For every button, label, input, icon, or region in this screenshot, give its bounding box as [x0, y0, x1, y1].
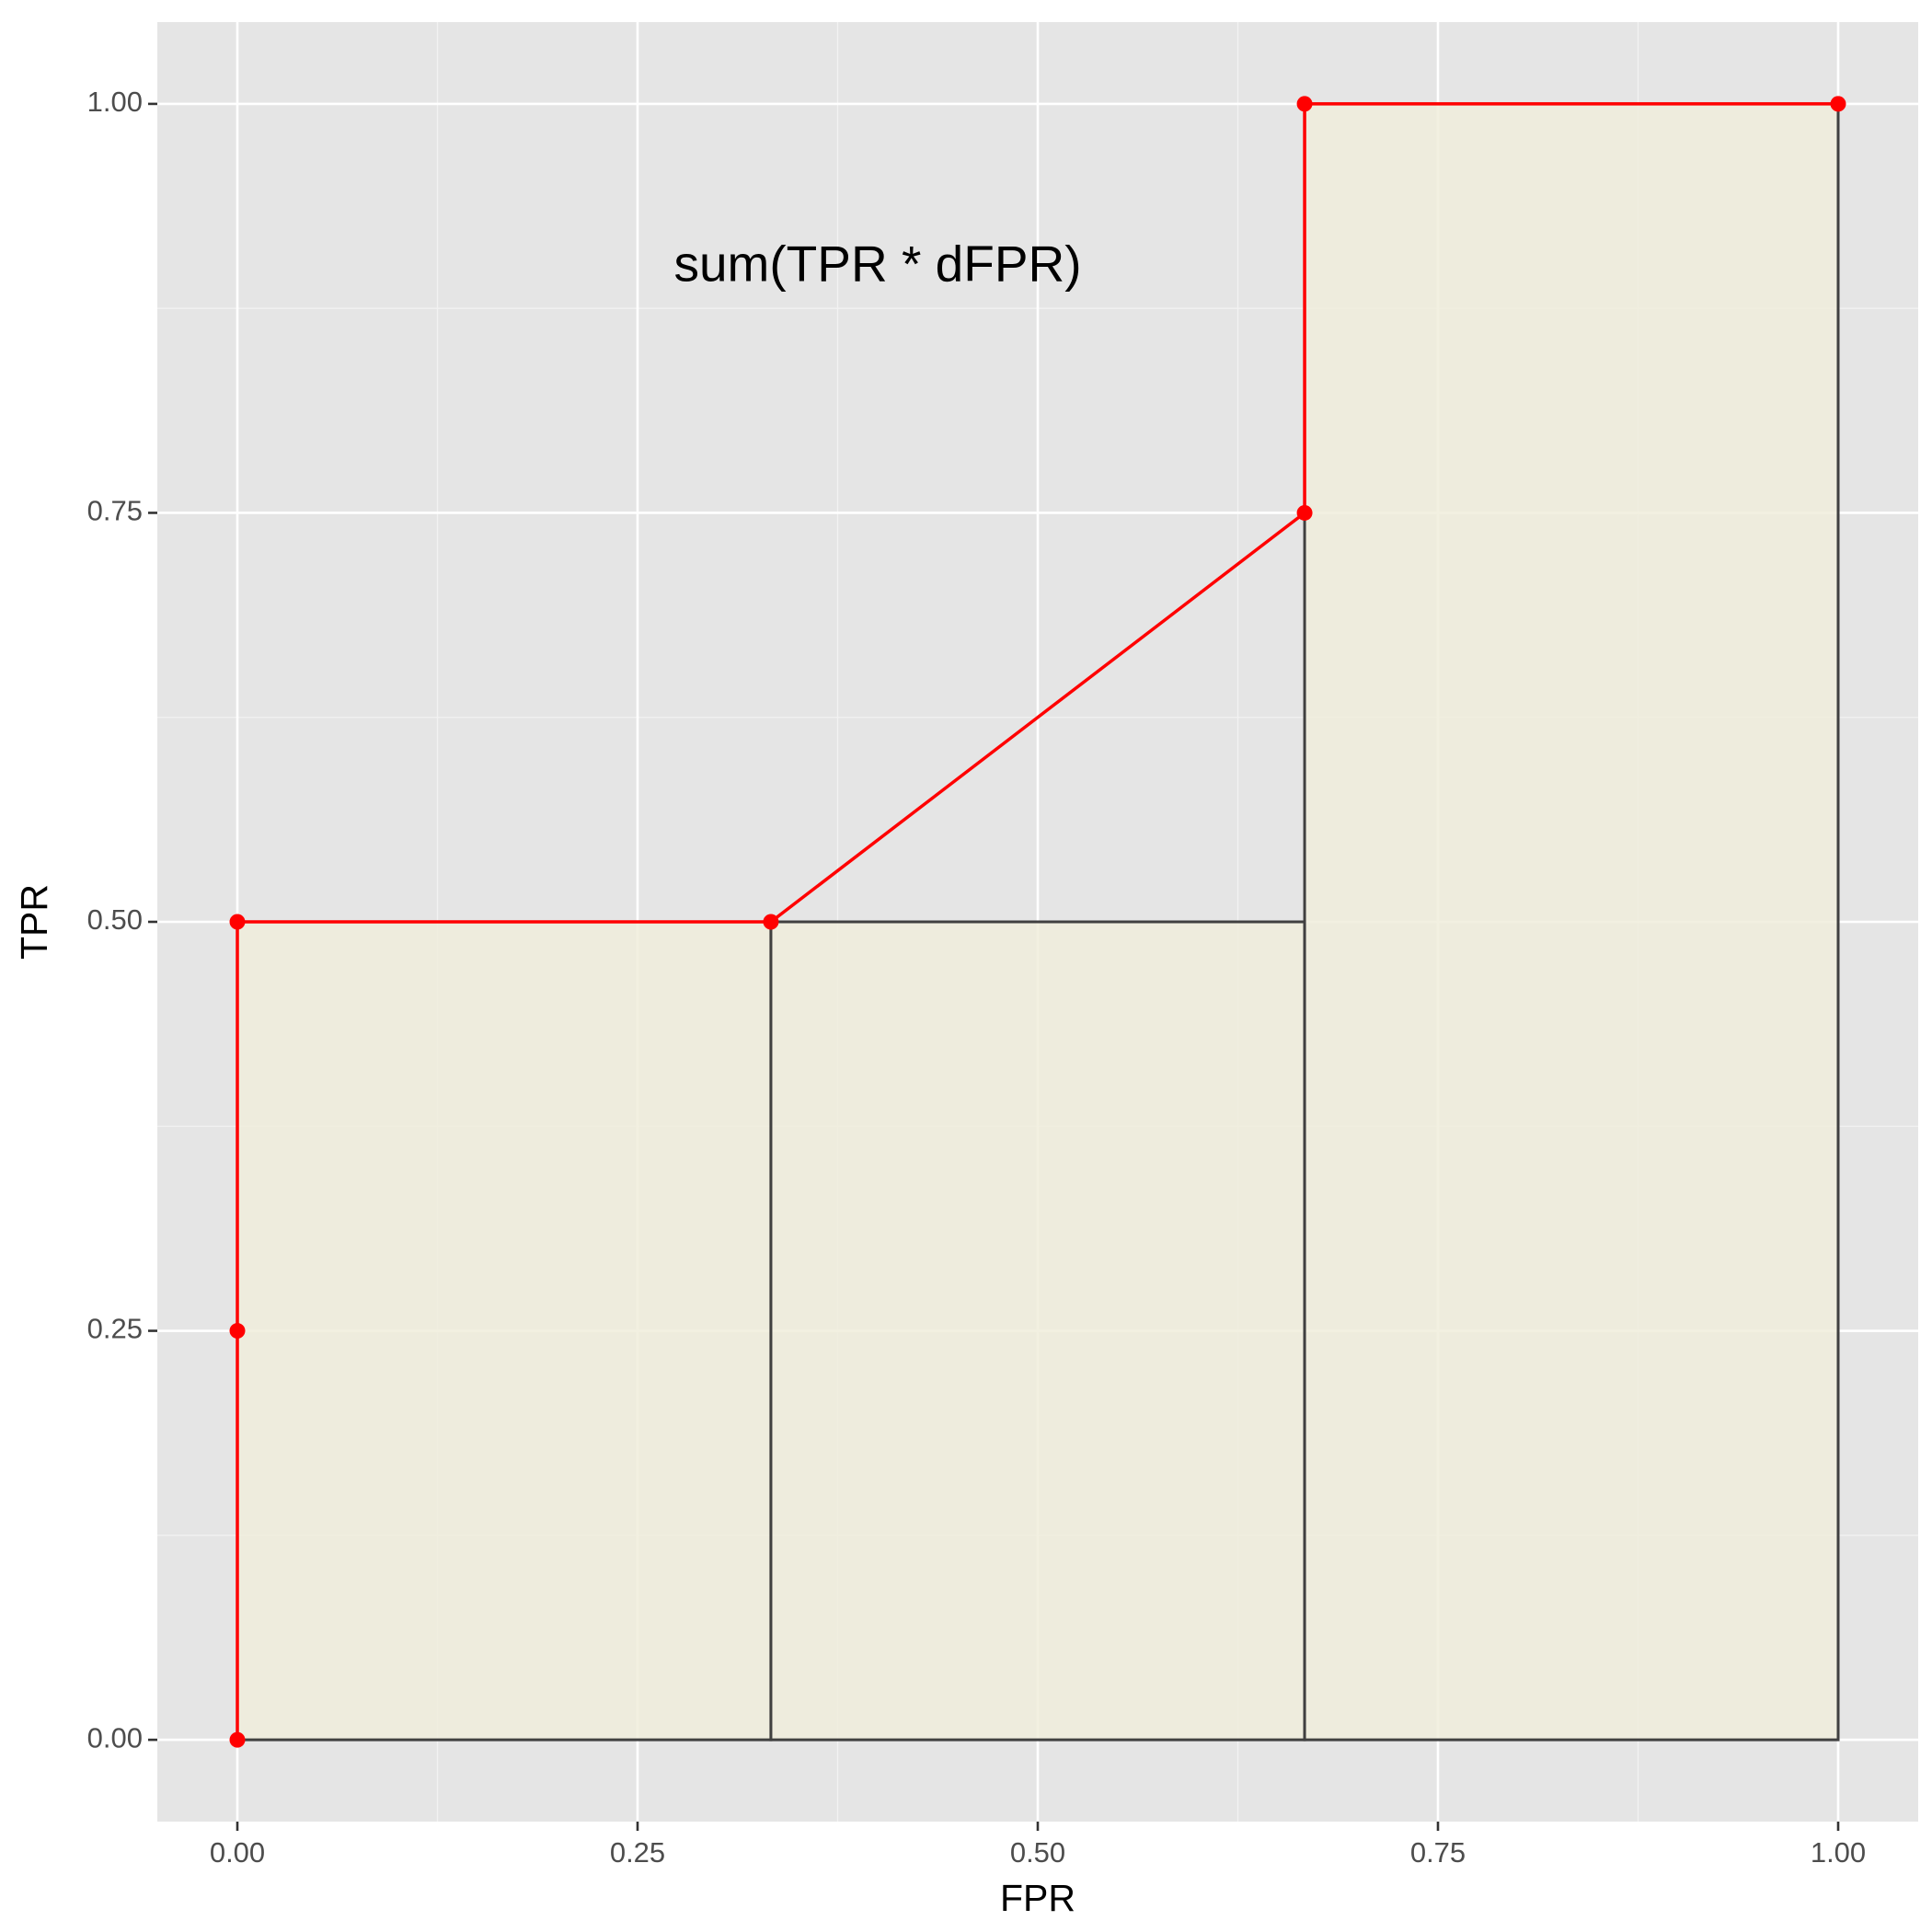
y-tick-label: 0.00	[87, 1721, 143, 1754]
x-tick-label: 0.25	[610, 1836, 665, 1869]
y-tick-label: 0.50	[87, 903, 143, 936]
roc-point	[229, 1323, 246, 1340]
x-tick-label: 1.00	[1811, 1836, 1866, 1869]
area-rect	[236, 920, 773, 1742]
x-tick-label: 0.00	[210, 1836, 265, 1869]
roc-point	[229, 914, 246, 930]
y-axis-title: TPR	[13, 884, 55, 960]
roc-point	[1296, 504, 1313, 521]
x-tick-label: 0.50	[1010, 1836, 1065, 1869]
x-tick-label: 0.75	[1410, 1836, 1466, 1869]
roc-point	[229, 1731, 246, 1748]
x-axis-title: FPR	[1000, 1877, 1075, 1919]
roc-point	[1830, 96, 1846, 112]
roc-point	[1296, 96, 1313, 112]
area-rect	[1303, 102, 1840, 1742]
roc-point	[763, 914, 779, 930]
area-rect	[769, 920, 1306, 1742]
y-tick-label: 0.75	[87, 495, 143, 527]
y-tick-label: 0.25	[87, 1313, 143, 1345]
y-tick-label: 1.00	[87, 86, 143, 118]
annotation: sum(TPR * dFPR)	[673, 235, 1081, 292]
